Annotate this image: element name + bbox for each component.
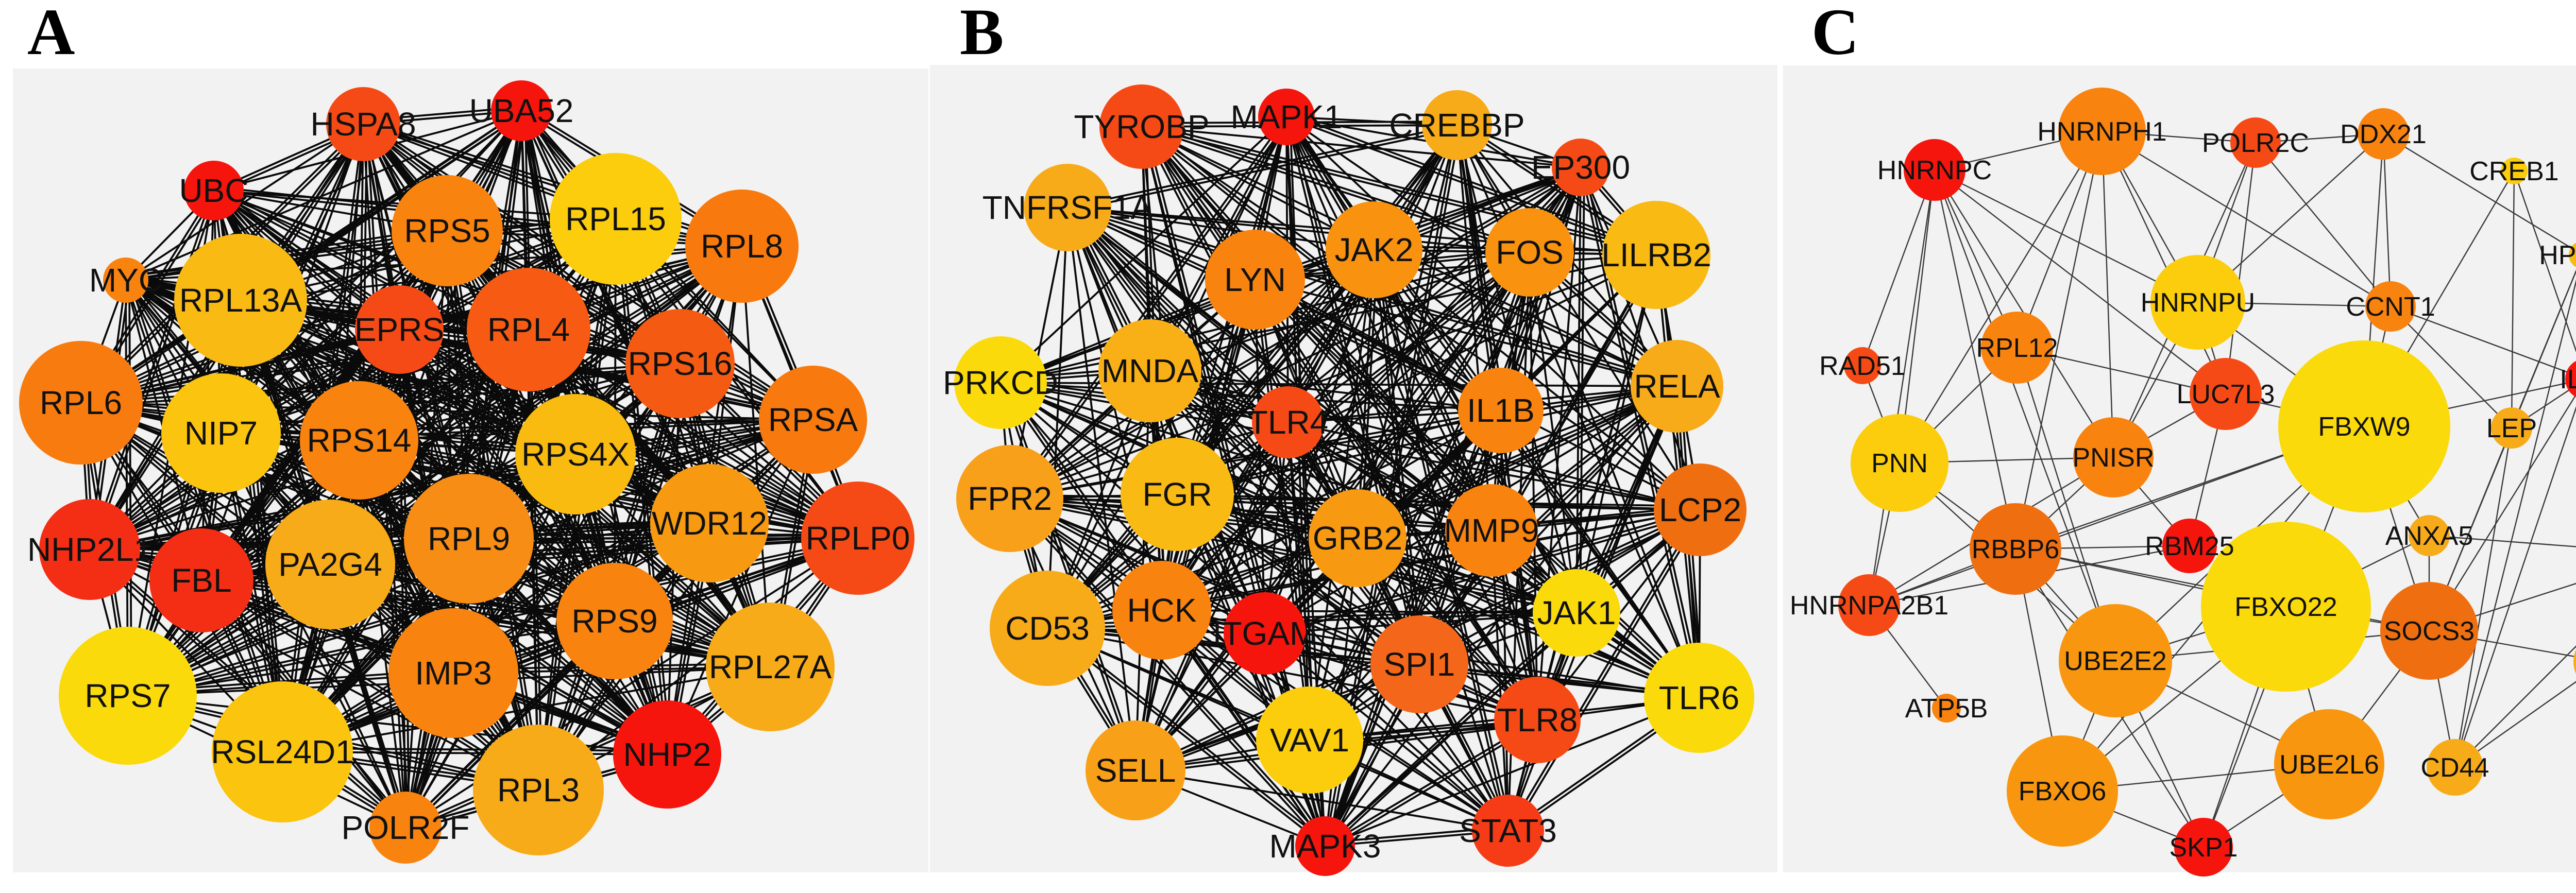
svg-text:IL1B: IL1B bbox=[1467, 392, 1535, 429]
svg-text:FOS: FOS bbox=[1496, 234, 1564, 271]
svg-text:UBE2E2: UBE2E2 bbox=[2064, 646, 2166, 676]
svg-text:HNRNPA2B1: HNRNPA2B1 bbox=[1790, 591, 1948, 621]
svg-text:FBL: FBL bbox=[171, 562, 231, 599]
svg-text:CD44: CD44 bbox=[2421, 753, 2489, 783]
svg-text:RBBP6: RBBP6 bbox=[1972, 535, 2060, 564]
svg-text:LUC7L3: LUC7L3 bbox=[2177, 380, 2275, 409]
svg-text:RPL12: RPL12 bbox=[1976, 333, 2058, 363]
svg-text:UBC: UBC bbox=[179, 172, 248, 209]
svg-text:PA2G4: PA2G4 bbox=[278, 546, 382, 583]
svg-text:RPS9: RPS9 bbox=[571, 603, 657, 640]
svg-text:ATP5B: ATP5B bbox=[1905, 694, 1988, 724]
svg-text:RELA: RELA bbox=[1634, 368, 1720, 405]
svg-text:SKP1: SKP1 bbox=[2170, 833, 2238, 863]
svg-text:RPL6: RPL6 bbox=[40, 384, 122, 421]
svg-text:RPL4: RPL4 bbox=[487, 311, 570, 348]
svg-text:RPS5: RPS5 bbox=[404, 212, 490, 249]
svg-text:FGR: FGR bbox=[1142, 476, 1212, 513]
svg-text:MAPK3: MAPK3 bbox=[1269, 828, 1381, 865]
svg-text:LCP2: LCP2 bbox=[1659, 491, 1741, 528]
svg-text:ANXA5: ANXA5 bbox=[2385, 521, 2473, 551]
svg-text:MMP9: MMP9 bbox=[1444, 512, 1539, 549]
svg-text:PNISR: PNISR bbox=[2073, 443, 2155, 473]
svg-text:TLR8: TLR8 bbox=[1497, 701, 1578, 739]
svg-text:TYROBP: TYROBP bbox=[1074, 108, 1209, 145]
svg-text:SPI1: SPI1 bbox=[1384, 646, 1455, 683]
svg-text:RPS4X: RPS4X bbox=[521, 436, 630, 473]
svg-text:IL10: IL10 bbox=[2560, 365, 2576, 394]
svg-text:JAK1: JAK1 bbox=[1537, 594, 1616, 631]
svg-text:IMP3: IMP3 bbox=[415, 655, 492, 692]
svg-text:HNRNPU: HNRNPU bbox=[2141, 288, 2255, 318]
svg-text:B: B bbox=[960, 0, 1004, 68]
svg-text:NHP2: NHP2 bbox=[623, 736, 711, 773]
svg-text:RPL9: RPL9 bbox=[428, 520, 510, 557]
svg-text:TLR4: TLR4 bbox=[1248, 404, 1329, 441]
svg-text:FPR2: FPR2 bbox=[968, 480, 1052, 517]
svg-text:HCK: HCK bbox=[1127, 592, 1196, 629]
svg-text:JAK2: JAK2 bbox=[1335, 231, 1414, 268]
svg-text:PRKCD: PRKCD bbox=[943, 364, 1058, 401]
svg-text:A: A bbox=[27, 0, 75, 68]
svg-text:MNDA: MNDA bbox=[1101, 352, 1199, 389]
svg-text:HNRNPC: HNRNPC bbox=[1877, 156, 1992, 185]
svg-text:HNRNPH1: HNRNPH1 bbox=[2037, 117, 2166, 147]
svg-text:RPL3: RPL3 bbox=[497, 771, 580, 809]
svg-text:CREBBP: CREBBP bbox=[1389, 107, 1524, 144]
svg-text:VAV1: VAV1 bbox=[1270, 722, 1349, 759]
svg-text:RAD51: RAD51 bbox=[1819, 351, 1906, 381]
svg-text:RPS16: RPS16 bbox=[628, 345, 733, 382]
svg-text:CD53: CD53 bbox=[1005, 610, 1090, 647]
svg-text:PNN: PNN bbox=[1871, 449, 1928, 478]
svg-text:FBXO6: FBXO6 bbox=[2019, 777, 2107, 806]
svg-text:RPS14: RPS14 bbox=[307, 422, 412, 459]
svg-text:HPRT1: HPRT1 bbox=[2539, 241, 2576, 270]
svg-text:RPLP0: RPLP0 bbox=[806, 520, 910, 557]
svg-text:RPL8: RPL8 bbox=[701, 228, 783, 265]
svg-text:TNFRSF1A: TNFRSF1A bbox=[982, 189, 1153, 226]
svg-text:RPL15: RPL15 bbox=[565, 200, 666, 237]
svg-text:SOCS3: SOCS3 bbox=[2384, 616, 2475, 646]
svg-text:FBXO22: FBXO22 bbox=[2234, 592, 2337, 622]
svg-text:UBA52: UBA52 bbox=[469, 92, 574, 129]
svg-text:ITGAM: ITGAM bbox=[1213, 615, 1317, 652]
svg-text:RPS7: RPS7 bbox=[84, 677, 171, 714]
svg-text:C: C bbox=[1811, 0, 1859, 68]
svg-text:MYC: MYC bbox=[89, 262, 162, 299]
svg-text:NIP7: NIP7 bbox=[184, 415, 258, 452]
svg-text:LYN: LYN bbox=[1224, 261, 1286, 298]
svg-text:POLR2C: POLR2C bbox=[2202, 128, 2309, 158]
svg-text:MAPK1: MAPK1 bbox=[1231, 98, 1343, 135]
svg-text:CCNT1: CCNT1 bbox=[2346, 292, 2435, 322]
svg-text:UBE2L6: UBE2L6 bbox=[2279, 750, 2379, 780]
svg-text:TLR6: TLR6 bbox=[1659, 679, 1740, 716]
svg-text:CREB1: CREB1 bbox=[2469, 157, 2558, 186]
svg-text:DDX21: DDX21 bbox=[2340, 119, 2427, 149]
svg-text:POLR2F: POLR2F bbox=[342, 809, 470, 846]
svg-text:LEP: LEP bbox=[2486, 414, 2537, 443]
svg-text:STAT3: STAT3 bbox=[1459, 812, 1557, 849]
svg-text:EPRS: EPRS bbox=[354, 311, 444, 348]
svg-text:RPL13A: RPL13A bbox=[179, 282, 302, 319]
svg-text:RPL27A: RPL27A bbox=[709, 648, 832, 685]
svg-text:FBXW9: FBXW9 bbox=[2318, 412, 2410, 442]
svg-text:RSL24D1: RSL24D1 bbox=[211, 733, 354, 770]
svg-text:NHP2L1: NHP2L1 bbox=[27, 531, 152, 568]
svg-text:SELL: SELL bbox=[1095, 752, 1176, 789]
svg-text:GRB2: GRB2 bbox=[1313, 520, 1402, 557]
svg-text:EP300: EP300 bbox=[1531, 149, 1630, 186]
svg-text:RPSA: RPSA bbox=[768, 401, 858, 438]
svg-text:LILRB2: LILRB2 bbox=[1601, 236, 1711, 273]
svg-text:RBM25: RBM25 bbox=[2145, 531, 2234, 561]
svg-text:HSPA8: HSPA8 bbox=[310, 106, 416, 143]
svg-text:WDR12: WDR12 bbox=[652, 505, 767, 542]
